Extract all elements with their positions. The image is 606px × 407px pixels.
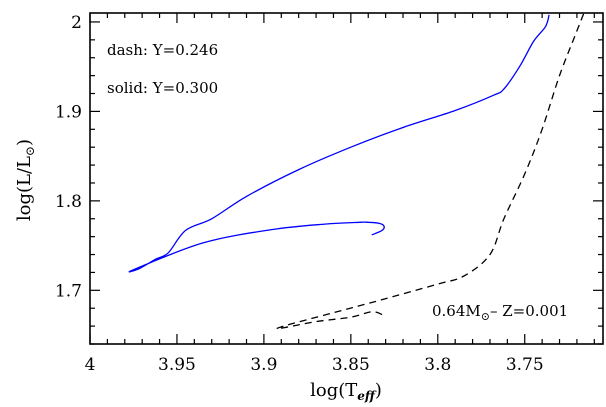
y-axis-label-close: )	[14, 139, 35, 146]
y-tick-label: 1.8	[55, 192, 82, 212]
series-line-solid	[128, 14, 550, 273]
y-tick-label: 2	[71, 13, 82, 33]
x-tick-label: 3.9	[250, 355, 277, 375]
x-axis-label-close: )	[375, 380, 382, 401]
annotation-mass: 0.64M⊙– Z=0.001	[432, 302, 568, 323]
plot-frame	[89, 12, 604, 345]
x-axis-label-main: log(T	[310, 380, 357, 401]
annotation-dash: dash: Y=0.246	[107, 41, 218, 59]
y-axis-label: log(L/L⊙)	[14, 139, 37, 221]
x-axis-label: log(Teff)	[310, 380, 382, 403]
series-layer	[128, 13, 585, 330]
x-tick-label: 3.85	[332, 355, 370, 375]
y-axis-label-main: log(L/L	[14, 156, 35, 221]
axis-ticks	[89, 13, 603, 345]
y-tick-label: 1.7	[55, 281, 82, 301]
x-tick-label: 4	[85, 355, 96, 375]
x-tick-label: 3.95	[158, 355, 196, 375]
x-tick-label: 3.75	[506, 355, 544, 375]
x-tick-labels: 4 3.95 3.9 3.85 3.8 3.75	[85, 355, 544, 375]
x-tick-label: 3.8	[424, 355, 451, 375]
annotation-mass-value: 0.64M	[432, 302, 481, 320]
series-line-dashed	[275, 13, 585, 330]
annotation-mass-sun: ⊙	[481, 310, 490, 323]
y-axis-label-sun: ⊙	[23, 146, 37, 156]
x-axis-label-sub: eff	[357, 389, 377, 403]
annotation-mass-rest: – Z=0.001	[490, 302, 568, 320]
y-tick-label: 1.9	[55, 102, 82, 122]
y-tick-labels: 1.7 1.8 1.9 2	[55, 13, 82, 301]
annotation-solid: solid: Y=0.300	[107, 79, 218, 97]
